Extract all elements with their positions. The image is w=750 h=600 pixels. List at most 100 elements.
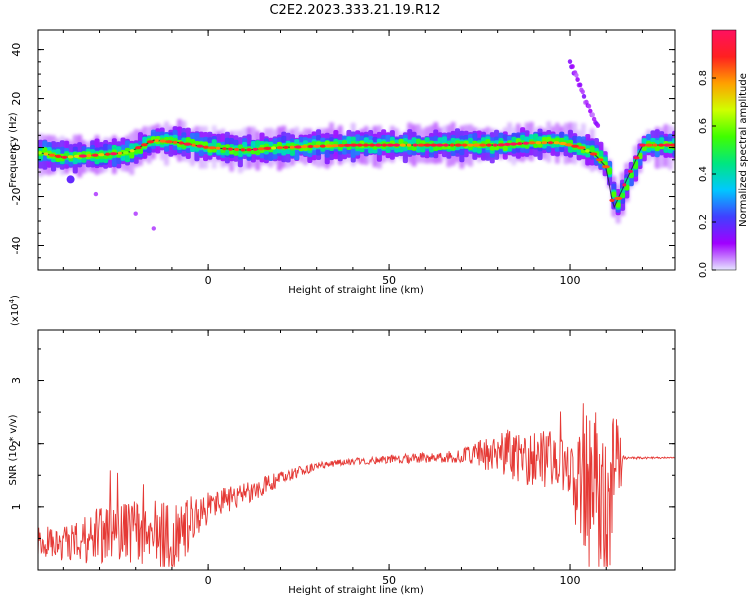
spectrogram-peak-cell xyxy=(129,149,135,153)
spectrogram-peak-cell xyxy=(528,141,536,145)
colorbar-tick-label: 0.2 xyxy=(698,214,709,230)
spectrogram-peak-cell xyxy=(271,146,277,150)
spectrogram-peak-cell xyxy=(173,140,178,144)
spectrogram-peak-cell xyxy=(48,153,56,157)
spectrogram-peak-cell xyxy=(123,151,129,155)
spectrogram-peak-cell xyxy=(541,141,548,145)
colorbar-tick-label: 0.4 xyxy=(698,166,709,182)
spectrogram-peak-cell xyxy=(417,143,426,147)
spectrogram-peak-cell xyxy=(430,143,438,147)
spectrogram-peak-cell xyxy=(509,142,518,146)
spectrogram-y-tick-label: 20 xyxy=(10,92,23,106)
spectrogram-peak-cell xyxy=(461,143,468,147)
spectrogram-peak-cell xyxy=(663,143,672,147)
spectrogram-peak-cell xyxy=(585,149,590,153)
spectrogram-peak-cell xyxy=(413,143,418,147)
spectrogram-branch-cell xyxy=(575,77,580,82)
spectrogram-peak-cell xyxy=(276,146,283,150)
spectrogram-branch-cell xyxy=(570,64,575,69)
spectrogram-peak-cell xyxy=(548,141,553,145)
spectrogram-peak-cell xyxy=(110,152,118,156)
spectrogram-peak-cell xyxy=(141,143,148,147)
snr-frame xyxy=(37,329,676,571)
spectrogram-peak-cell xyxy=(386,143,395,147)
spectrogram-y-tick-label: -20 xyxy=(10,188,23,206)
snr-panel: 0 50 100 1 2 3 Height of straight line (km) S… xyxy=(8,295,676,596)
spectrogram-peak-cell xyxy=(159,139,167,143)
spectrogram-x-tick-label: 100 xyxy=(560,274,581,287)
spectrogram-y-tick-label: 40 xyxy=(10,43,23,57)
spectrogram-peak-cell xyxy=(283,145,289,149)
spectrogram-peak-cell xyxy=(454,143,462,147)
spectrogram-cell xyxy=(129,150,135,159)
spectrogram-peak-cell xyxy=(450,143,455,147)
snr-ticks: 0 50 100 1 2 3 xyxy=(10,330,675,587)
snr-y-tick-label: 3 xyxy=(10,377,23,384)
spectrogram-x-tick-label: 0 xyxy=(205,274,212,287)
snr-scale-suffix: ) xyxy=(10,295,21,299)
spectrogram-peak-cell xyxy=(294,145,303,149)
spectrogram-peak-cell xyxy=(382,143,387,147)
spectrogram-peak-cell xyxy=(486,143,492,147)
snr-y-tick-label: 2 xyxy=(10,440,23,447)
spectrogram-peak-cell xyxy=(43,152,49,156)
snr-y-label: SNR (10 * v/v) xyxy=(8,414,19,485)
spectrogram-peak-cell xyxy=(300,145,308,149)
spectrogram-peak-cell xyxy=(467,143,474,147)
spectrogram-peak-cell xyxy=(406,143,412,147)
spectrogram-peak-cell xyxy=(257,147,265,151)
snr-scale-exponent: 4 xyxy=(8,298,16,303)
spectrogram-branch-cell xyxy=(595,123,601,128)
colorbar: 0.0 0.2 0.4 0.6 0.8 Normalized spectral ampl… xyxy=(698,29,749,278)
spectrogram-peak-cell xyxy=(228,147,233,151)
spectrogram-peak-cell xyxy=(105,152,110,156)
spectrogram-peak-cell xyxy=(589,152,598,156)
spectrogram-peak-cell xyxy=(234,147,240,152)
spectrogram-peak-cell xyxy=(55,154,62,158)
spectrogram-peak-cell xyxy=(240,148,246,152)
spectrogram-peak-cell xyxy=(658,143,665,147)
spectrogram-peak-cell xyxy=(61,155,68,159)
spectrogram-peak-cell xyxy=(558,141,567,146)
spectrogram-peak-cell xyxy=(614,196,623,200)
spectrogram-peak-cell xyxy=(98,153,105,157)
spectrogram-peak-cell xyxy=(86,154,92,158)
spectrogram-peak-cell xyxy=(349,143,358,147)
spectrogram-x-tick-label: 50 xyxy=(382,274,396,287)
spectrogram-peak-cell xyxy=(479,143,487,147)
spectrogram-peak-cell xyxy=(289,145,295,149)
spectrogram-peak-cell xyxy=(435,143,444,147)
spectrogram-peak-cell xyxy=(307,144,314,149)
spectrogram-branch-cell xyxy=(574,72,579,78)
snr-x-tick-label: 0 xyxy=(205,574,212,587)
spectrogram-peak-cell xyxy=(627,169,634,173)
spectrogram-peak-cell xyxy=(38,151,42,155)
spectrogram-peak-cell xyxy=(639,143,647,147)
spectrogram-peak-cell xyxy=(320,144,326,148)
colorbar-label: Normalized spectral amplitude xyxy=(738,73,749,227)
spectrogram-peak-cell xyxy=(374,143,382,147)
spectrogram-branch-cell xyxy=(578,82,583,88)
snr-scale-prefix: (x10 xyxy=(10,303,21,326)
snr-x-label: Height of straight line (km) xyxy=(288,585,424,596)
spectrogram-blob xyxy=(133,211,138,216)
figure-title: C2E2.2023.333.21.19.R12 xyxy=(269,3,440,18)
spectrogram-peak-cell xyxy=(633,156,640,160)
spectrogram-peak-cell xyxy=(196,144,204,148)
spectrogram-branch xyxy=(567,59,601,128)
spectrogram-cell xyxy=(607,167,613,175)
spectrogram-x-label: Height of straight line (km) xyxy=(288,285,424,296)
spectrogram-peak-cell xyxy=(337,143,345,148)
spectrogram-peak-cell xyxy=(443,143,449,147)
colorbar-ticks: 0.0 0.2 0.4 0.6 0.8 xyxy=(698,70,716,278)
spectrogram-peak-cell xyxy=(313,144,321,148)
spectrogram-cell xyxy=(641,145,647,151)
snr-series-line xyxy=(38,403,675,569)
spectrogram-peak-cell xyxy=(553,141,560,145)
spectrogram-y-label: Frequency (Hz) xyxy=(8,112,19,188)
spectrogram-peak-cell xyxy=(222,147,227,151)
spectrogram-peak-cell xyxy=(263,146,272,150)
spectrogram-peak-cell xyxy=(652,143,658,147)
spectrogram-peak-cell xyxy=(393,143,401,147)
